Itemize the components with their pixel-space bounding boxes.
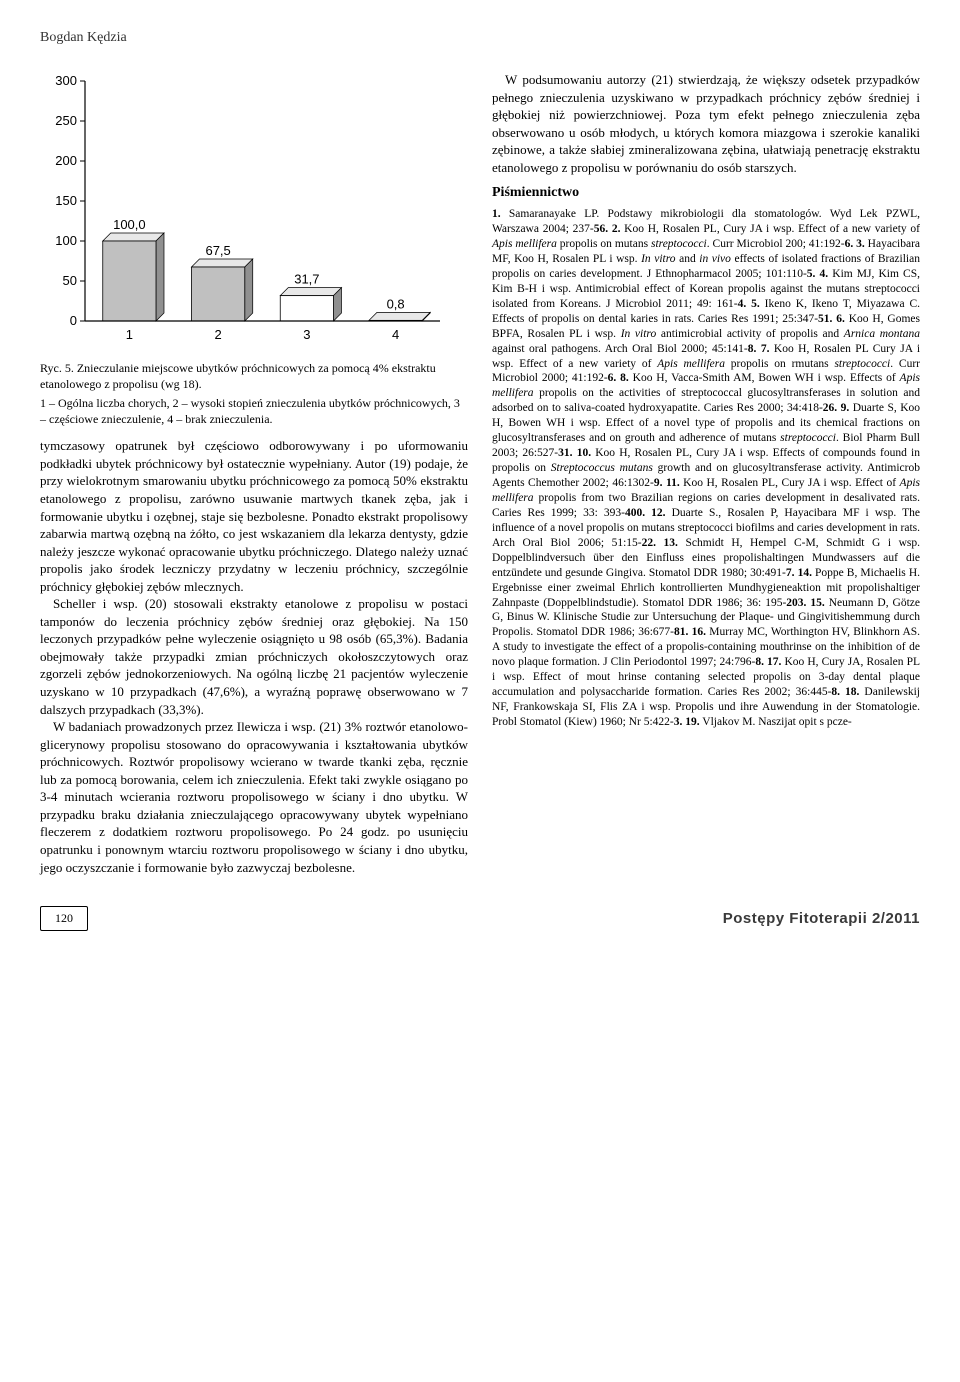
- svg-text:150: 150: [55, 193, 77, 208]
- svg-text:67,5: 67,5: [205, 243, 230, 258]
- left-column: 0 50 100 150 200 250 300 100,0 1 67,5 2 31,7 3 0,8 4 R…: [40, 71, 468, 876]
- svg-text:50: 50: [63, 273, 77, 288]
- svg-text:0: 0: [70, 313, 77, 328]
- svg-text:1: 1: [126, 327, 133, 342]
- page-footer: 120 Postępy Fitoterapii 2/2011: [40, 906, 920, 931]
- svg-text:0,8: 0,8: [387, 296, 405, 311]
- references-body: 1. Samaranayake LP. Podstawy mikrobiolog…: [492, 207, 920, 730]
- author-name: Bogdan Kędzia: [40, 30, 920, 46]
- summary-paragraph: W podsumowaniu autorzy (21) stwierdzają,…: [492, 71, 920, 176]
- svg-text:200: 200: [55, 153, 77, 168]
- svg-text:3: 3: [303, 327, 310, 342]
- bar-chart: 0 50 100 150 200 250 300 100,0 1 67,5 2 31,7 3 0,8 4: [40, 71, 468, 351]
- references-heading: Piśmiennictwo: [492, 184, 920, 203]
- svg-text:300: 300: [55, 73, 77, 88]
- svg-text:100,0: 100,0: [113, 217, 146, 232]
- svg-text:4: 4: [392, 327, 399, 342]
- body-paragraph-3: W badaniach prowadzonych przez Ilewicza …: [40, 718, 468, 876]
- figure-legend: 1 – Ogólna liczba chorych, 2 – wysoki st…: [40, 396, 468, 427]
- right-column: W podsumowaniu autorzy (21) stwierdzają,…: [492, 71, 920, 876]
- svg-text:2: 2: [215, 327, 222, 342]
- figure-caption: Ryc. 5. Znieczulanie miejscowe ubytków p…: [40, 361, 468, 392]
- svg-text:31,7: 31,7: [294, 272, 319, 287]
- svg-text:100: 100: [55, 233, 77, 248]
- page-number: 120: [40, 906, 88, 931]
- two-column-layout: 0 50 100 150 200 250 300 100,0 1 67,5 2 31,7 3 0,8 4 R…: [40, 71, 920, 876]
- body-paragraph-1: tymczasowy opatrunek był częściowo odbor…: [40, 437, 468, 595]
- journal-title: Postępy Fitoterapii 2/2011: [723, 910, 920, 927]
- body-paragraph-2: Scheller i wsp. (20) stosowali ekstrakty…: [40, 595, 468, 718]
- svg-text:250: 250: [55, 113, 77, 128]
